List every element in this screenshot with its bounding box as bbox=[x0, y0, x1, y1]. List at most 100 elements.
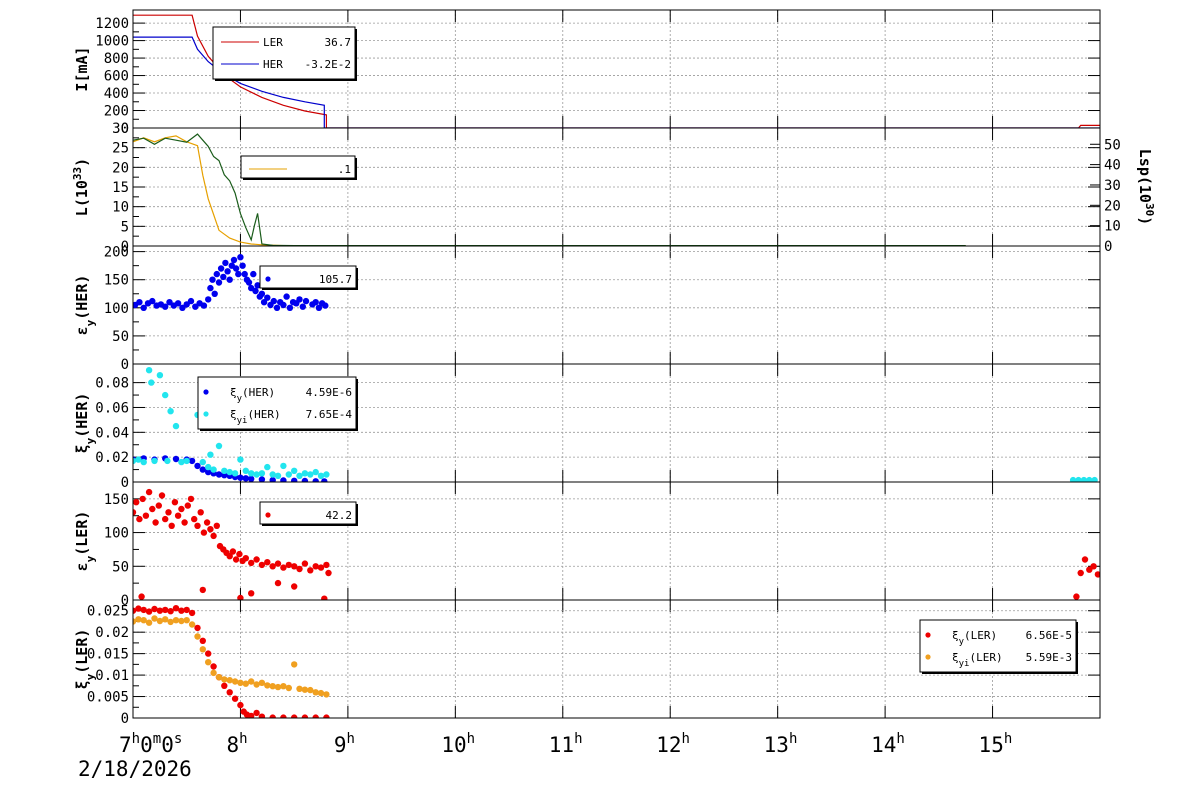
y-axis-label-emit_her: εy(HER) bbox=[73, 275, 97, 336]
data-point-xi_her-0 bbox=[269, 476, 276, 482]
data-point-emit_ler-0 bbox=[138, 593, 145, 600]
data-point-xi_her-1 bbox=[199, 458, 206, 466]
legend-series-name: ξy(LER) bbox=[952, 629, 997, 647]
data-point-emit_her-0 bbox=[315, 304, 323, 311]
data-point-xi_ler-0 bbox=[269, 714, 276, 718]
data-point-xi_her-0 bbox=[172, 455, 180, 463]
data-point-emit_ler-0 bbox=[226, 553, 233, 560]
y-axis-label-xi_ler: ξy(LER) bbox=[73, 629, 97, 690]
data-point-xi_her-1 bbox=[148, 379, 155, 386]
data-point-xi_her-1 bbox=[264, 463, 271, 471]
data-point-emit_ler-0 bbox=[301, 560, 309, 567]
y-tick-label: 600 bbox=[104, 69, 129, 85]
y-right-tick-label: 10 bbox=[1104, 219, 1121, 235]
y-tick-label: 50 bbox=[112, 329, 129, 345]
data-point-xi_her-1 bbox=[231, 470, 239, 477]
data-point-xi_her-1 bbox=[296, 472, 303, 479]
legend-swatch bbox=[203, 389, 209, 395]
y-right-tick-label: 30 bbox=[1104, 178, 1121, 194]
data-point-xi_ler-1 bbox=[301, 686, 309, 693]
data-point-xi_ler-0 bbox=[172, 605, 180, 612]
data-point-emit_ler-0 bbox=[197, 509, 204, 516]
data-point-emit_ler-0 bbox=[168, 522, 175, 529]
data-point-emit_ler-0 bbox=[210, 532, 217, 540]
data-point-emit_ler-0 bbox=[133, 499, 140, 506]
data-point-xi_her-0 bbox=[301, 477, 309, 482]
data-point-xi_her-1 bbox=[242, 467, 249, 474]
data-point-emit_her-0 bbox=[235, 270, 242, 278]
data-point-emit_ler-0 bbox=[145, 488, 153, 496]
data-point-emit_her-0 bbox=[252, 287, 259, 295]
series-line-luminosity-1 bbox=[133, 133, 966, 246]
data-point-xi_ler-0 bbox=[188, 609, 196, 617]
data-point-emit_ler-0 bbox=[200, 529, 208, 536]
legend-box bbox=[240, 155, 356, 179]
y-tick-label: 0.08 bbox=[95, 376, 129, 392]
data-point-emit_her-0 bbox=[226, 276, 233, 283]
y-right-tick-label: 20 bbox=[1104, 198, 1121, 214]
data-point-emit_her-0 bbox=[264, 294, 271, 301]
data-point-xi_her-0 bbox=[221, 472, 228, 479]
data-point-emit_ler-0 bbox=[321, 595, 328, 600]
data-point-emit_ler-0 bbox=[1081, 556, 1089, 563]
legend-series-name: HER bbox=[263, 58, 283, 71]
data-point-emit_her-0 bbox=[232, 265, 240, 272]
y-tick-label: 0 bbox=[121, 711, 129, 727]
data-point-xi_ler-1 bbox=[280, 683, 287, 690]
data-point-xi_ler-0 bbox=[248, 712, 255, 718]
data-point-xi_her-1 bbox=[269, 471, 276, 478]
data-point-emit_her-0 bbox=[217, 265, 225, 272]
plot-area bbox=[133, 14, 1100, 128]
data-point-emit_ler-0 bbox=[162, 515, 169, 523]
data-point-emit_ler-0 bbox=[1094, 571, 1100, 578]
data-point-xi_her-1 bbox=[221, 467, 228, 474]
legend-series-name: ξy(HER) bbox=[230, 386, 275, 404]
data-point-xi_ler-1 bbox=[248, 678, 255, 685]
data-point-emit_her-0 bbox=[270, 297, 277, 305]
data-point-emit_ler-0 bbox=[253, 556, 260, 563]
data-point-emit_ler-0 bbox=[248, 559, 255, 567]
data-point-emit_ler-0 bbox=[325, 569, 332, 577]
data-point-emit_her-0 bbox=[187, 297, 195, 305]
data-point-xi_ler-0 bbox=[210, 663, 217, 670]
data-point-xi_her-1 bbox=[172, 422, 180, 430]
data-point-xi_her-1 bbox=[307, 471, 314, 478]
data-point-emit_ler-0 bbox=[307, 567, 314, 574]
legend-value: 5.59E-3 bbox=[1026, 651, 1072, 664]
data-point-emit_ler-0 bbox=[285, 561, 292, 569]
data-point-emit_ler-0 bbox=[258, 561, 266, 569]
data-point-xi_ler-0 bbox=[280, 714, 287, 718]
data-point-xi_ler-1 bbox=[317, 689, 325, 697]
data-point-xi_her-1 bbox=[317, 472, 325, 479]
legend-box bbox=[259, 501, 357, 525]
y-tick-label: 0.01 bbox=[95, 668, 129, 684]
data-point-emit_ler-0 bbox=[312, 563, 319, 570]
data-point-xi_ler-0 bbox=[323, 714, 330, 718]
data-point-xi_her-1 bbox=[215, 442, 223, 450]
data-point-xi_her-0 bbox=[237, 474, 244, 481]
data-point-emit_ler-0 bbox=[149, 505, 156, 513]
data-point-emit_her-0 bbox=[260, 299, 268, 306]
data-point-emit_her-0 bbox=[224, 268, 231, 275]
data-point-xi_her-1 bbox=[1069, 476, 1077, 482]
y-tick-label: 0.02 bbox=[95, 625, 129, 641]
data-point-emit_ler-0 bbox=[237, 594, 244, 600]
data-point-emit_her-0 bbox=[230, 256, 238, 264]
legend-value: .1 bbox=[338, 163, 351, 176]
y-tick-label: 0.015 bbox=[87, 647, 129, 663]
x-axis-date-label: 2/18/2026 bbox=[78, 757, 192, 781]
data-point-emit_her-0 bbox=[280, 301, 287, 309]
legend-value: 4.59E-6 bbox=[306, 386, 352, 399]
legend-xi_ler: ξy(LER) 6.56E-5 ξyi(LER) 5.59E-3 bbox=[919, 619, 1078, 674]
series-line-current-0 bbox=[133, 14, 1100, 128]
data-point-xi_her-1 bbox=[205, 463, 212, 471]
data-point-emit_ler-0 bbox=[323, 561, 330, 569]
data-point-xi_her-1 bbox=[210, 466, 217, 473]
data-point-xi_her-1 bbox=[253, 471, 260, 478]
data-point-emit_her-0 bbox=[239, 262, 246, 269]
data-point-xi_ler-1 bbox=[237, 679, 244, 686]
data-point-emit_ler-0 bbox=[152, 519, 159, 526]
data-point-emit_her-0 bbox=[207, 284, 214, 292]
data-point-emit_her-0 bbox=[162, 303, 169, 310]
data-point-xi_her-0 bbox=[248, 475, 255, 482]
